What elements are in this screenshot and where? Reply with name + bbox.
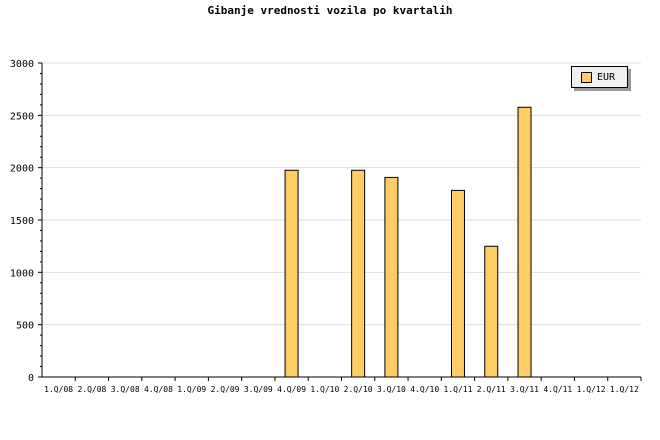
bar — [384, 176, 399, 378]
y-tick-label: 2500 — [10, 111, 34, 122]
x-tick-label: 2.Q/10 — [344, 385, 373, 394]
bar — [284, 169, 299, 378]
x-tick-label: 4.Q/10 — [410, 385, 439, 394]
legend-swatch-eur — [581, 71, 592, 83]
x-tick-label: 1.Q/10 — [310, 385, 339, 394]
bar — [450, 189, 465, 378]
x-tick-label: 2.Q/09 — [211, 385, 240, 394]
x-tick-label: 1.Q/09 — [177, 385, 206, 394]
x-tick-label: 3.Q/11 — [510, 385, 539, 394]
x-tick-label: 1.Q/08 — [44, 385, 73, 394]
x-tick-label: 4.Q/08 — [144, 385, 173, 394]
x-tick-label: 3.Q/09 — [244, 385, 273, 394]
bar — [517, 106, 532, 378]
y-tick-label: 2000 — [10, 164, 34, 175]
x-tick-label: 3.Q/08 — [111, 385, 140, 394]
x-tick-label: 1.Q/12 — [610, 385, 639, 394]
x-tick-label: 3.Q/10 — [377, 385, 406, 394]
x-tick-label: 2.Q/11 — [477, 385, 506, 394]
x-tick-label: 2.Q/08 — [77, 385, 106, 394]
x-tick-label: 4.Q/09 — [277, 385, 306, 394]
x-tick-label: 4.Q/11 — [543, 385, 572, 394]
y-tick-label: 1000 — [10, 268, 34, 279]
y-tick-label: 500 — [16, 321, 34, 332]
y-tick-label: 1500 — [10, 216, 34, 227]
x-tick-label: 1.Q/12 — [577, 385, 606, 394]
y-tick-label: 3000 — [10, 59, 34, 70]
y-tick-label: 0 — [28, 373, 34, 384]
legend-label-eur: EUR — [597, 71, 616, 83]
legend: EUR — [571, 66, 628, 88]
chart-title: Gibanje vrednosti vozila po kvartalih — [207, 4, 453, 17]
x-tick-label: 1.Q/11 — [444, 385, 473, 394]
bar — [484, 245, 499, 378]
bar — [351, 169, 366, 378]
